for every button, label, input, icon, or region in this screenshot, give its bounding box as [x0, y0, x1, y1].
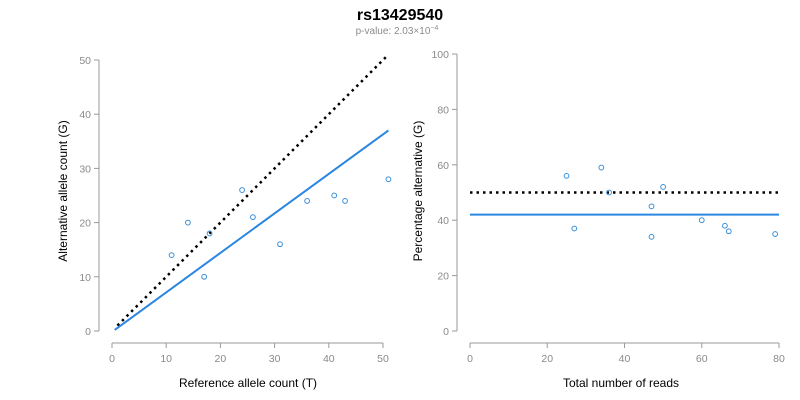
right-y-tick-label: 40 [437, 215, 449, 227]
right-data-point [598, 164, 605, 171]
right-x-tick-label: 60 [696, 353, 708, 365]
right-x-tick-label: 40 [619, 353, 631, 365]
right-x-tick-label: 80 [773, 353, 785, 365]
left-x-axis-title: Reference allele count (T) [179, 376, 317, 390]
p-value-exponent: −4 [430, 25, 438, 32]
left-y-tick-label: 30 [79, 163, 91, 175]
allele-count-scatter-plot: 0 10 20 30 40 50 0 10 20 30 40 50 Reference allele c… [56, 53, 392, 390]
right-x-axis-title: Total number of reads [563, 376, 679, 390]
left-x-tick-label: 40 [323, 353, 335, 365]
left-y-axis-title: Alternative allele count (G) [56, 120, 70, 261]
left-data-point [184, 219, 191, 226]
right-data-point [571, 225, 578, 232]
left-y-tick-label: 40 [79, 109, 91, 121]
left-data-point [239, 187, 245, 193]
chart-subtitle: p-value: 2.03×10−4 [356, 25, 439, 37]
left-x-tick-label: 20 [215, 353, 227, 365]
right-x-tick-label: 20 [541, 353, 553, 365]
right-y-tick-label: 80 [437, 104, 449, 116]
right-y-tick-label: 20 [437, 271, 449, 283]
left-data-point [304, 198, 311, 204]
right-data-point [606, 189, 612, 196]
p-value-text: p-value: 2.03×10 [356, 26, 431, 37]
percentage-alternative-scatter-plot: 0 20 40 60 80 0 20 40 60 80 100 Total number of rea… [411, 49, 785, 390]
left-x-tick-label: 10 [160, 353, 172, 365]
left-y-tick-label: 50 [79, 55, 91, 67]
left-data-point [201, 273, 208, 280]
right-y-tick-label: 60 [437, 160, 449, 172]
left-data-point [331, 192, 338, 199]
left-x-tick-label: 0 [109, 353, 115, 365]
right-y-tick-label: 0 [443, 326, 449, 338]
left-data-point [206, 230, 213, 237]
right-data-point [698, 217, 705, 224]
right-data-point [722, 222, 728, 229]
left-y-tick-label: 20 [79, 218, 91, 230]
left-data-point [277, 241, 283, 248]
chart-title: rs13429540 [357, 7, 443, 24]
left-y-tick-label: 10 [79, 272, 91, 284]
left-x-tick-label: 50 [377, 353, 389, 365]
right-data-point [725, 228, 732, 235]
right-y-tick-label: 100 [431, 49, 449, 61]
left-data-point [385, 176, 392, 183]
left-fit-line [114, 129, 390, 331]
right-data-point [563, 172, 570, 179]
left-data-point [342, 198, 348, 204]
right-y-axis-title: Percentage alternative (G) [411, 121, 425, 262]
left-y-tick-label: 0 [85, 326, 91, 338]
right-data-point [648, 233, 655, 240]
left-data-point [168, 252, 175, 259]
right-data-point [772, 231, 779, 237]
left-x-tick-label: 30 [269, 353, 281, 365]
right-data-point [648, 203, 655, 210]
right-data-point [660, 184, 667, 190]
left-reference-dotted-line [116, 53, 390, 327]
right-x-tick-label: 0 [467, 353, 473, 365]
left-data-point [250, 214, 256, 221]
